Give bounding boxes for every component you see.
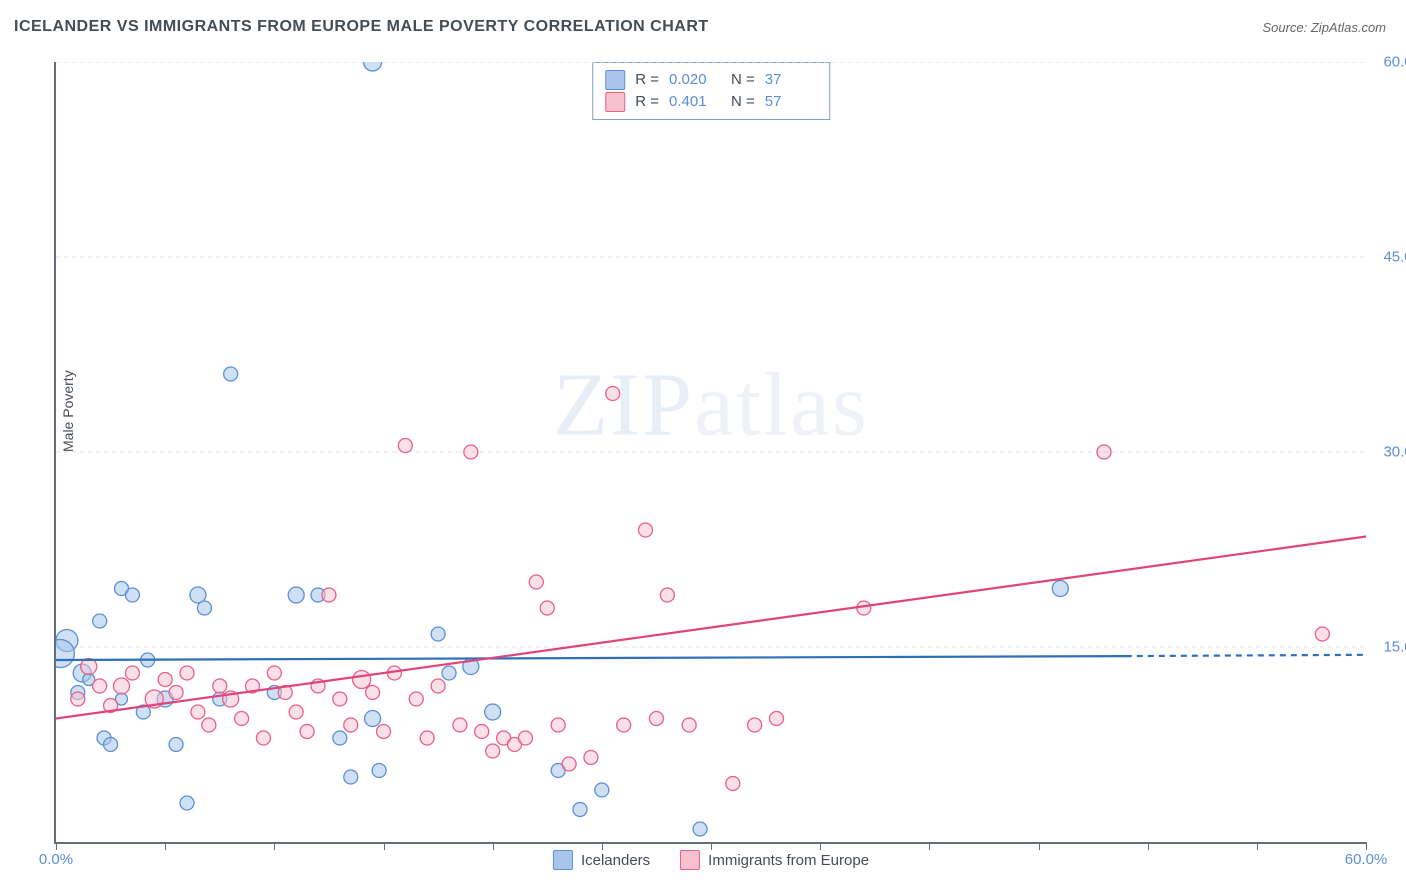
regression-line (56, 656, 1126, 660)
data-point (125, 666, 139, 680)
data-point (191, 705, 205, 719)
regression-line (56, 537, 1366, 719)
data-point (464, 445, 478, 459)
data-point (485, 704, 501, 720)
scatter-svg (56, 62, 1366, 842)
data-point (364, 62, 382, 71)
data-point (71, 692, 85, 706)
data-point (518, 731, 532, 745)
data-point (377, 725, 391, 739)
data-point (202, 718, 216, 732)
data-point (562, 757, 576, 771)
data-point (344, 718, 358, 732)
x-tick-mark (1257, 842, 1258, 850)
data-point (748, 718, 762, 732)
data-point (353, 671, 371, 689)
series-legend: Icelanders Immigrants from Europe (553, 850, 869, 870)
data-point (584, 751, 598, 765)
data-point (169, 738, 183, 752)
data-point (333, 692, 347, 706)
data-point (398, 439, 412, 453)
data-point (573, 803, 587, 817)
data-point (639, 523, 653, 537)
legend-label: Immigrants from Europe (708, 852, 869, 869)
x-tick-mark (493, 842, 494, 850)
data-point (213, 679, 227, 693)
data-point (420, 731, 434, 745)
data-point (726, 777, 740, 791)
x-tick-mark (929, 842, 930, 850)
data-point (180, 796, 194, 810)
x-tick-mark (1039, 842, 1040, 850)
plot-area: Male Poverty ZIPatlas 15.0%30.0%45.0%60.… (54, 62, 1366, 844)
data-point (660, 588, 674, 602)
data-point (169, 686, 183, 700)
data-point (365, 711, 381, 727)
data-point (431, 679, 445, 693)
data-point (540, 601, 554, 615)
data-point (409, 692, 423, 706)
swatch-icon (553, 850, 573, 870)
data-point (442, 666, 456, 680)
data-point (431, 627, 445, 641)
x-tick-mark (56, 842, 57, 850)
y-tick-label: 45.0% (1383, 249, 1406, 266)
legend-label: Icelanders (581, 852, 650, 869)
data-point (224, 367, 238, 381)
data-point (486, 744, 500, 758)
x-tick-mark (274, 842, 275, 850)
data-point (322, 588, 336, 602)
data-point (770, 712, 784, 726)
source-attribution: Source: ZipAtlas.com (1262, 20, 1386, 35)
data-point (333, 731, 347, 745)
data-point (1315, 627, 1329, 641)
y-tick-label: 60.0% (1383, 54, 1406, 71)
data-point (649, 712, 663, 726)
data-point (344, 770, 358, 784)
data-point (372, 764, 386, 778)
chart-title: ICELANDER VS IMMIGRANTS FROM EUROPE MALE… (14, 18, 709, 36)
regression-line-extrapolated (1126, 655, 1366, 656)
legend-item-immigrants: Immigrants from Europe (680, 850, 869, 870)
x-tick-mark (820, 842, 821, 850)
data-point (595, 783, 609, 797)
data-point (1052, 581, 1068, 597)
x-tick-mark (1148, 842, 1149, 850)
x-tick-mark (384, 842, 385, 850)
data-point (682, 718, 696, 732)
x-tick-mark (711, 842, 712, 850)
data-point (197, 601, 211, 615)
data-point (93, 679, 107, 693)
legend-item-icelanders: Icelanders (553, 850, 650, 870)
data-point (453, 718, 467, 732)
x-tick-60: 60.0% (1345, 851, 1388, 868)
data-point (606, 387, 620, 401)
data-point (235, 712, 249, 726)
data-point (125, 588, 139, 602)
x-tick-mark (165, 842, 166, 850)
data-point (256, 731, 270, 745)
y-tick-label: 30.0% (1383, 444, 1406, 461)
data-point (288, 587, 304, 603)
data-point (158, 673, 172, 687)
data-point (180, 666, 194, 680)
x-tick-mark (602, 842, 603, 850)
data-point (114, 678, 130, 694)
data-point (300, 725, 314, 739)
data-point (529, 575, 543, 589)
data-point (475, 725, 489, 739)
data-point (1097, 445, 1111, 459)
y-tick-label: 15.0% (1383, 639, 1406, 656)
data-point (617, 718, 631, 732)
data-point (551, 718, 565, 732)
x-tick-0: 0.0% (39, 851, 73, 868)
data-point (93, 614, 107, 628)
data-point (693, 822, 707, 836)
x-tick-mark (1366, 842, 1367, 850)
data-point (267, 666, 281, 680)
data-point (289, 705, 303, 719)
swatch-icon (680, 850, 700, 870)
data-point (366, 686, 380, 700)
data-point (104, 738, 118, 752)
